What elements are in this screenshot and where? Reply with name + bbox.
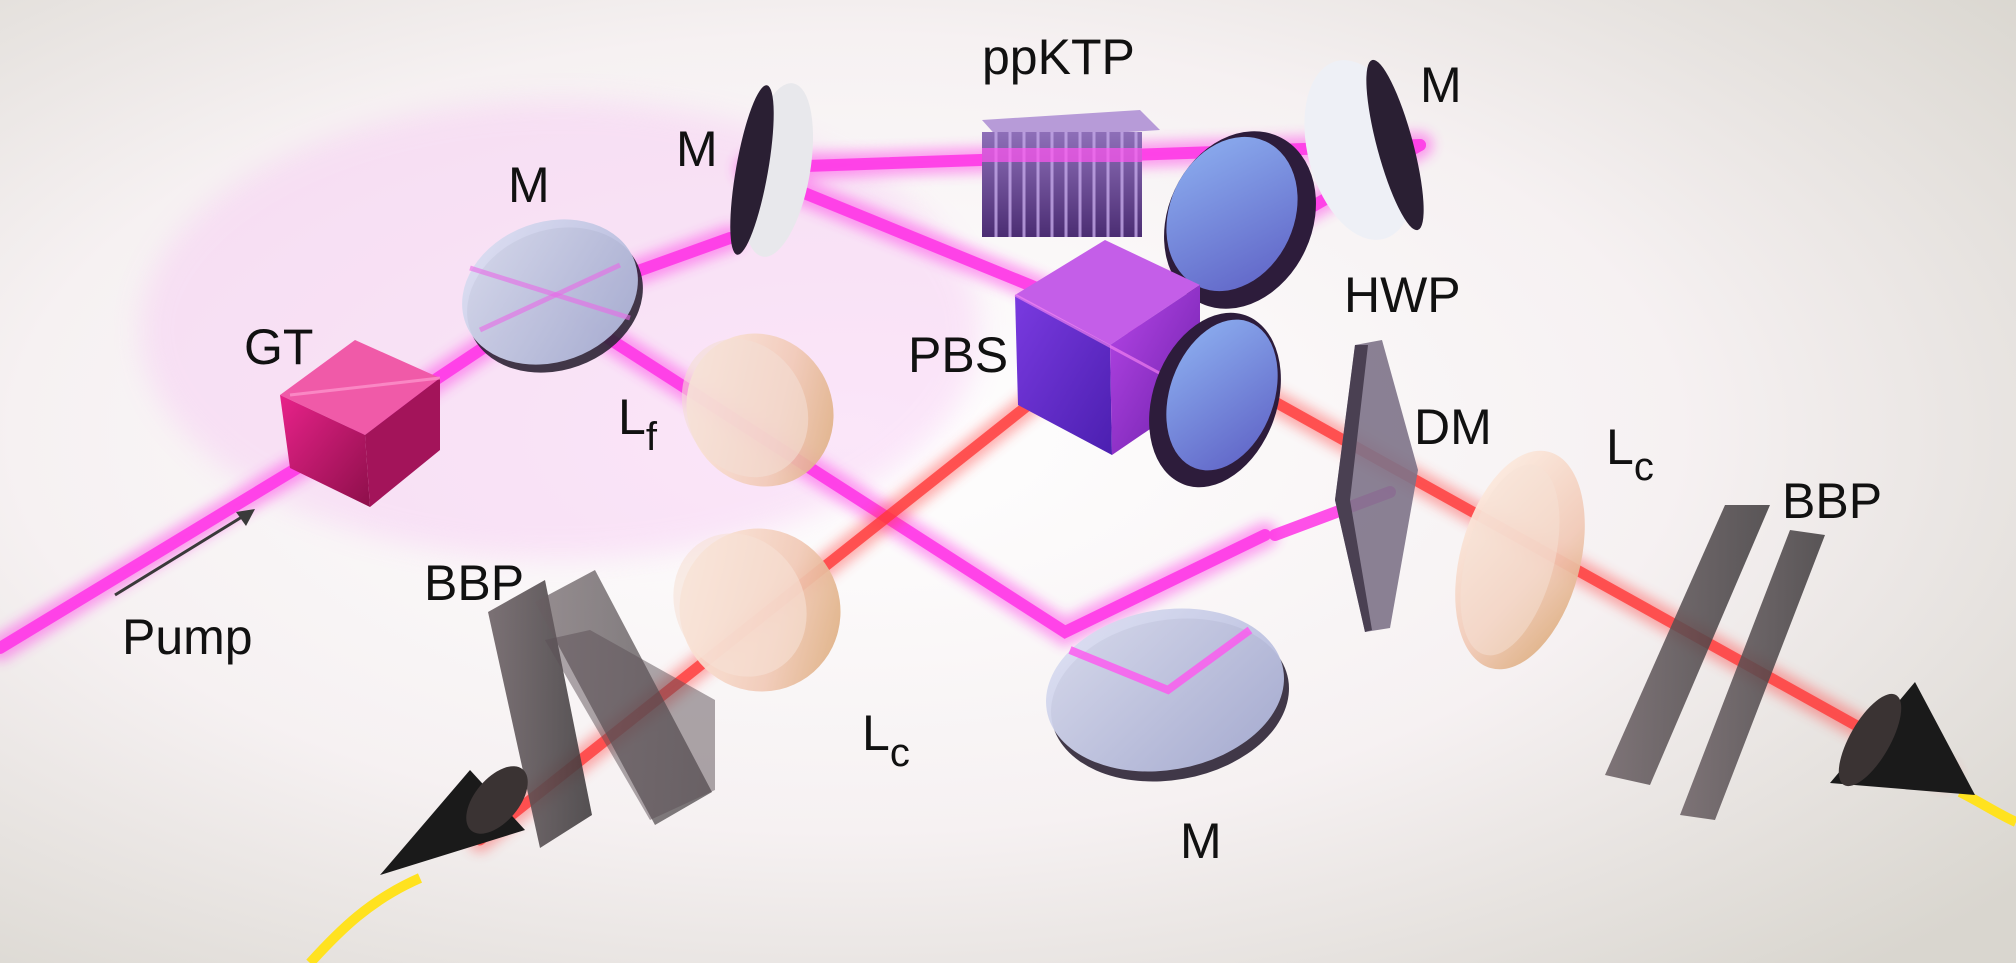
coupling-lens-right <box>1455 450 1585 670</box>
pump-label: Pump <box>122 609 253 665</box>
coupling-lens-left <box>673 528 841 692</box>
ppktp-label: ppKTP <box>982 29 1135 85</box>
fiber-coupler-left <box>306 766 528 963</box>
mirror-bottom-label: M <box>1180 813 1222 869</box>
mirror-right-label: M <box>1420 57 1462 113</box>
lc-right-label-main: L <box>1606 419 1634 475</box>
bandpass-filter-left <box>488 570 715 848</box>
mirror-right <box>1304 59 1424 240</box>
lf-label-main: L <box>618 389 646 445</box>
lf-label: Lf <box>618 392 657 457</box>
focusing-lens <box>681 333 834 487</box>
lc-right-label-sub: c <box>1633 445 1654 489</box>
fiber-coupler-right <box>1830 682 2016 827</box>
pbs-label: PBS <box>908 327 1009 383</box>
mirror-left-label: M <box>508 157 550 213</box>
lc-right-label: Lc <box>1606 422 1654 487</box>
half-wave-plate-lower <box>1149 312 1281 488</box>
mirror-bottom <box>1046 608 1289 782</box>
polarizing-beam-splitter <box>1014 240 1201 455</box>
lc-left-label-sub: c <box>889 731 910 775</box>
dm-label: DM <box>1414 399 1492 455</box>
bbp-left-label: BBP <box>424 555 525 611</box>
glan-thompson-polarizer <box>280 340 441 507</box>
lc-left-label-main: L <box>862 705 890 761</box>
half-wave-plate-upper <box>1164 131 1316 309</box>
pump-arrow <box>114 509 255 597</box>
bbp-right-label: BBP <box>1782 473 1883 529</box>
mirror-left <box>462 219 643 373</box>
lc-left-label: Lc <box>862 708 910 773</box>
hwp-label: HWP <box>1344 267 1461 323</box>
mirror-top <box>730 83 814 257</box>
gt-label: GT <box>244 319 314 375</box>
dichroic-mirror <box>1335 340 1418 632</box>
mirror-top-label: M <box>676 121 718 177</box>
ppktp-crystal <box>982 110 1160 237</box>
lf-label-sub: f <box>645 415 657 459</box>
bandpass-filter-right <box>1605 505 1825 820</box>
